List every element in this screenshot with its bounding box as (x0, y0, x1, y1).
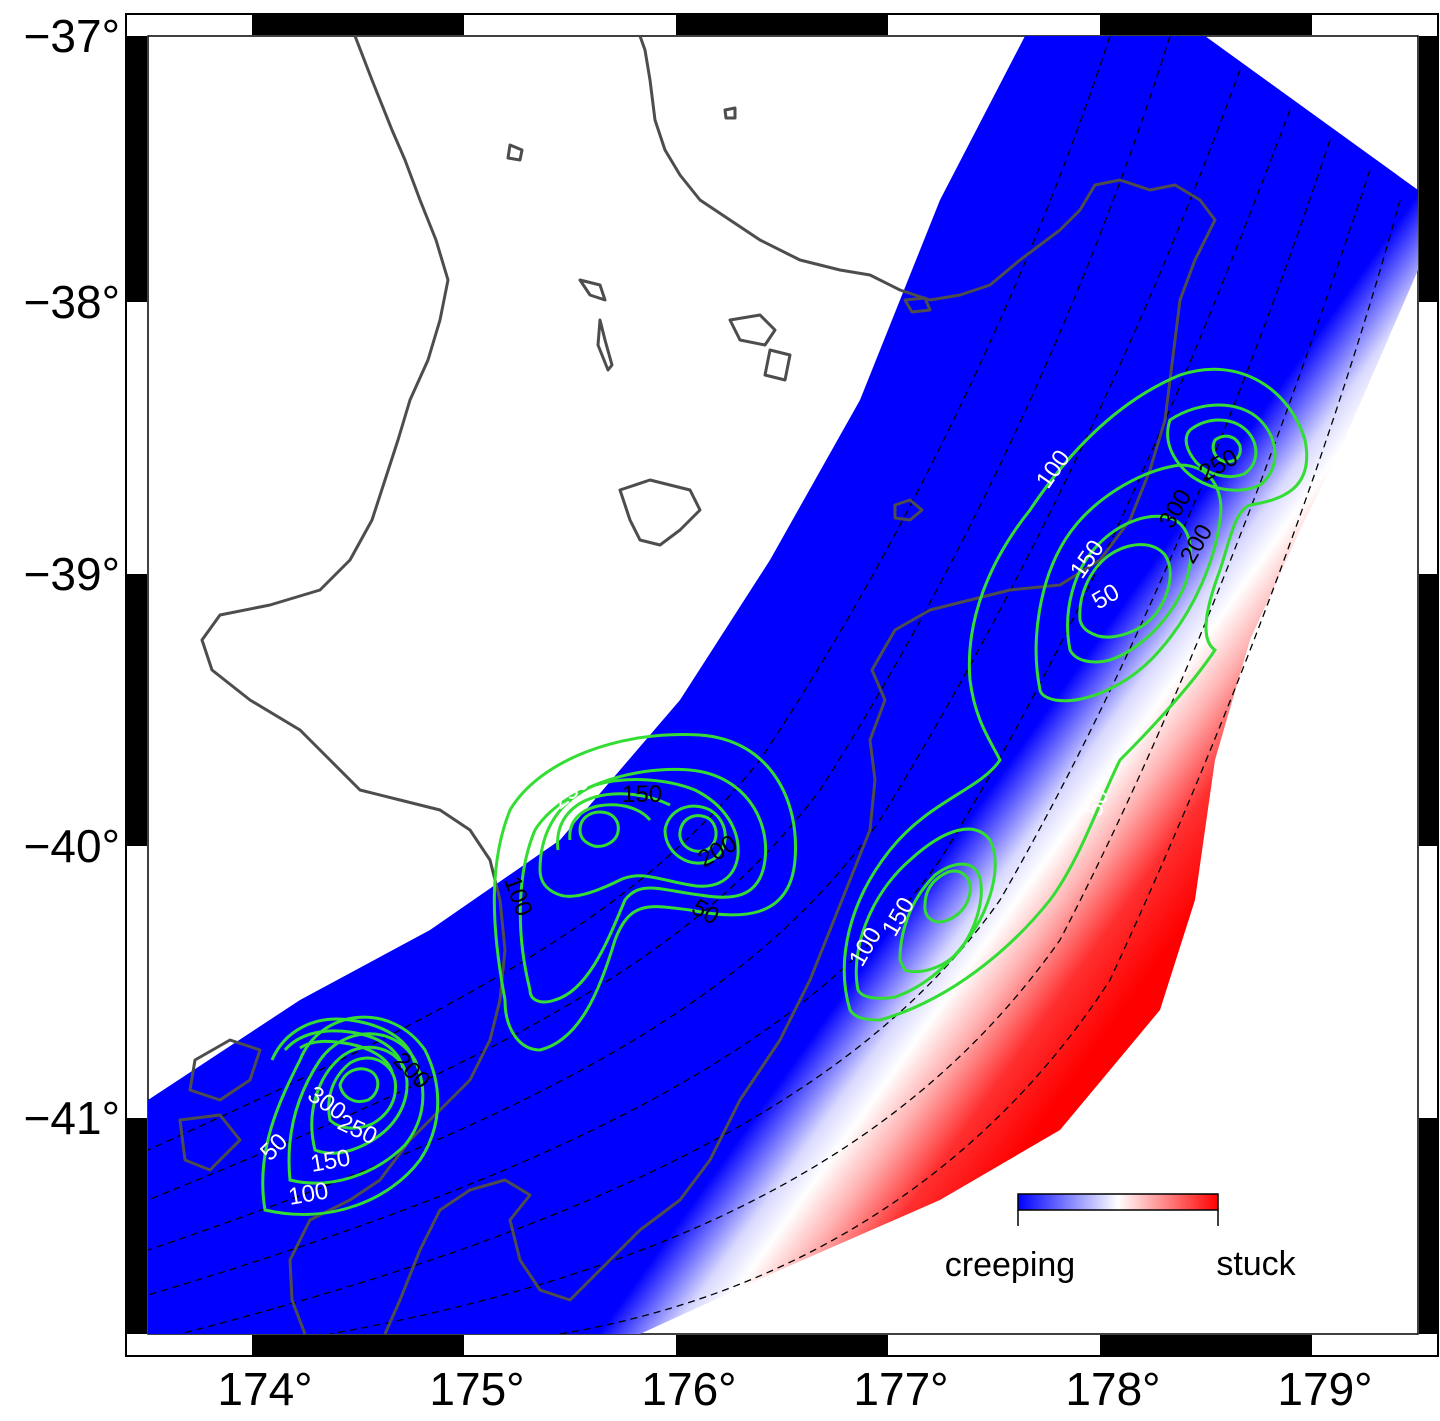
longitude-axis-labels: 174° 175° 176° 177° 178° 179° (217, 1363, 1372, 1415)
coastline (178, 36, 1217, 1334)
lon-tick-label: 178° (1065, 1363, 1160, 1415)
legend-label-creeping: creeping (945, 1246, 1075, 1284)
lon-tick-label: 174° (217, 1363, 312, 1415)
legend-label-stuck: stuck (1216, 1245, 1296, 1283)
latitude-axis-labels: −37° −38° −39° −40° −41° (24, 10, 120, 1144)
lon-tick-label: 177° (853, 1363, 948, 1415)
lon-tick-label: 179° (1277, 1363, 1372, 1415)
contour-label: 150 (622, 781, 662, 808)
slip-contours (261, 367, 1309, 1216)
lat-tick-label: −40° (24, 820, 120, 872)
kapiti-slip-patch (261, 1015, 440, 1216)
lat-tick-label: −41° (24, 1092, 120, 1144)
legend: creeping stuck (945, 1193, 1297, 1284)
manawatu-slip-patch (492, 732, 798, 1052)
coupling-swath (148, 36, 1418, 1334)
lat-tick-label: −38° (24, 276, 120, 328)
lat-tick-label: −39° (24, 548, 120, 600)
legend-color-bar (1017, 1193, 1219, 1211)
lon-tick-label: 176° (641, 1363, 736, 1415)
lat-tick-label: −37° (24, 10, 120, 62)
lon-tick-label: 175° (429, 1363, 524, 1415)
hawkes-bay-slip-patch (842, 367, 1309, 1022)
